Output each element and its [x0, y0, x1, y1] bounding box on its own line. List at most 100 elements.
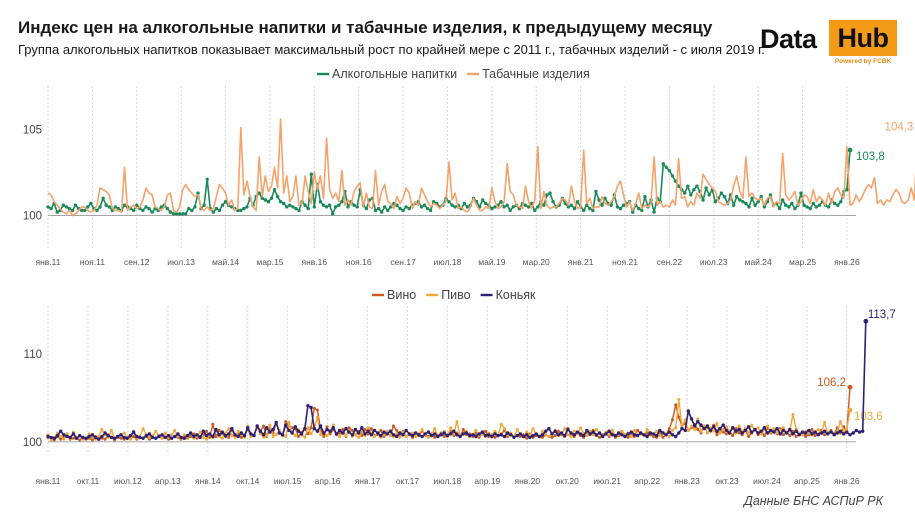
- data-point: [686, 184, 690, 188]
- data-point: [826, 205, 831, 209]
- data-point: [750, 430, 754, 434]
- data-point: [553, 434, 557, 438]
- data-point: [823, 433, 827, 437]
- data-point: [551, 200, 555, 204]
- data-point: [147, 435, 151, 439]
- data-point: [344, 426, 348, 431]
- y-tick-label: 100: [23, 211, 42, 223]
- x-tick-label: мар.15: [256, 257, 283, 267]
- data-point: [135, 203, 139, 207]
- data-point: [484, 201, 488, 206]
- data-point: [486, 433, 491, 437]
- data-point: [658, 428, 662, 433]
- data-point: [258, 429, 263, 433]
- data-point: [814, 205, 818, 209]
- data-point: [802, 203, 806, 207]
- data-point: [575, 430, 580, 434]
- data-point: [233, 433, 237, 437]
- data-point: [189, 435, 193, 438]
- data-point: [122, 431, 126, 435]
- data-point: [727, 431, 732, 435]
- data-point: [464, 431, 469, 435]
- data-point: [533, 208, 537, 213]
- data-point: [325, 434, 329, 438]
- data-point: [297, 208, 301, 213]
- x-tick-label: апр.25: [794, 476, 820, 486]
- x-tick-label: апр.19: [474, 476, 500, 486]
- data-point: [563, 433, 567, 438]
- data-point: [230, 434, 234, 438]
- x-tick-label: янв.26: [834, 257, 860, 267]
- data-point: [433, 432, 437, 436]
- data-point: [294, 206, 298, 211]
- data-point: [401, 208, 405, 213]
- data-point: [579, 426, 583, 430]
- data-point: [128, 437, 132, 441]
- data-point: [65, 432, 69, 436]
- data-point: [839, 420, 842, 424]
- data-point: [392, 424, 395, 428]
- data-point: [480, 430, 484, 434]
- x-tick-label: янв.16: [301, 257, 327, 267]
- data-point: [227, 435, 231, 439]
- data-point: [772, 427, 776, 431]
- data-point: [284, 423, 288, 427]
- data-point: [104, 203, 108, 207]
- data-point: [842, 432, 846, 436]
- x-tick-label: апр.16: [315, 476, 341, 486]
- data-point: [718, 426, 722, 431]
- data-point: [762, 426, 767, 430]
- data-point: [150, 210, 154, 214]
- data-point: [737, 427, 741, 432]
- data-point: [70, 208, 75, 213]
- data-point: [315, 429, 320, 433]
- data-point: [721, 428, 725, 431]
- data-point: [271, 435, 275, 438]
- data-point: [363, 432, 367, 436]
- data-point: [144, 433, 148, 438]
- data-point: [652, 210, 656, 214]
- data-point: [125, 436, 129, 440]
- last-point: [847, 147, 853, 153]
- data-point: [404, 205, 408, 209]
- data-point: [239, 435, 243, 439]
- data-point: [425, 206, 430, 211]
- data-point: [791, 413, 795, 416]
- data-point: [719, 191, 724, 195]
- data-point: [712, 429, 716, 433]
- data-point: [255, 424, 259, 428]
- data-point: [591, 430, 595, 434]
- data-point: [712, 425, 716, 429]
- data-point: [380, 210, 384, 214]
- data-point: [61, 203, 65, 207]
- data-point: [190, 208, 194, 213]
- data-point: [187, 206, 191, 211]
- data-point: [429, 433, 434, 438]
- data-point: [171, 212, 176, 216]
- x-tick-label: янв.11: [36, 257, 61, 267]
- data-point: [422, 203, 427, 207]
- data-point: [537, 434, 541, 439]
- data-point: [205, 437, 208, 441]
- data-point: [278, 200, 283, 204]
- data-point: [360, 426, 364, 430]
- data-point: [157, 434, 161, 439]
- data-point: [713, 200, 717, 204]
- data-point: [610, 433, 614, 437]
- data-point: [731, 434, 735, 438]
- data-point: [64, 205, 69, 209]
- data-point: [607, 429, 611, 433]
- data-point: [741, 200, 745, 204]
- x-tick-label: ноя.16: [346, 257, 372, 267]
- data-point: [715, 429, 719, 433]
- data-point: [534, 432, 538, 436]
- data-point: [383, 205, 387, 209]
- data-point: [352, 203, 356, 207]
- data-point: [756, 431, 760, 435]
- data-point: [693, 424, 697, 428]
- data-point: [724, 425, 728, 429]
- data-point: [556, 429, 560, 433]
- data-point: [735, 194, 739, 199]
- data-point: [321, 203, 326, 207]
